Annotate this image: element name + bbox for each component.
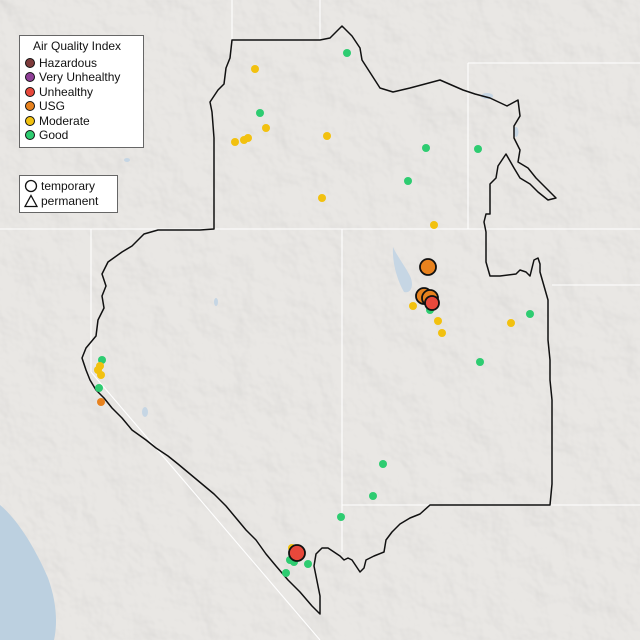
monitor-marker-unhealthy[interactable]	[424, 295, 440, 311]
legend-label: Very Unhealthy	[39, 70, 121, 84]
circle-icon	[24, 179, 38, 193]
aqi-legend-title: Air Quality Index	[33, 39, 122, 53]
aqi-legend: Air Quality Index Hazardous Very Unhealt…	[19, 35, 144, 148]
monitor-marker-moderate[interactable]	[251, 65, 259, 73]
legend-label: Unhealthy	[39, 84, 94, 99]
monitor-marker-unhealthy[interactable]	[288, 544, 306, 562]
region-boundary	[81, 25, 557, 615]
pacific-ocean	[0, 505, 56, 640]
very-unhealthy-swatch	[25, 72, 35, 83]
legend-item-moderate: Moderate	[24, 114, 136, 129]
monitor-marker-moderate[interactable]	[97, 371, 105, 379]
legend-item-permanent: permanent	[24, 194, 110, 209]
legend-label: temporary	[41, 179, 96, 193]
monitor-marker-good[interactable]	[474, 145, 482, 153]
monitor-marker-good[interactable]	[337, 513, 345, 521]
monitor-marker-moderate[interactable]	[262, 124, 270, 132]
unhealthy-swatch	[25, 86, 35, 97]
aqi-markers	[94, 49, 534, 577]
monitor-marker-good[interactable]	[404, 177, 412, 185]
legend-label: Good	[39, 128, 69, 142]
triangle-icon	[24, 193, 38, 208]
monitor-marker-good[interactable]	[95, 384, 103, 392]
legend-item-hazardous: Hazardous	[24, 56, 136, 71]
legend-item-good: Good	[24, 128, 136, 143]
monitor-marker-good[interactable]	[282, 569, 290, 577]
monitor-marker-moderate[interactable]	[434, 317, 442, 325]
monitor-marker-moderate[interactable]	[244, 134, 252, 142]
monitor-marker-moderate[interactable]	[430, 221, 438, 229]
moderate-swatch	[25, 115, 35, 126]
monitor-marker-moderate[interactable]	[409, 302, 417, 310]
monitor-marker-good[interactable]	[379, 460, 387, 468]
monitor-marker-good[interactable]	[476, 358, 484, 366]
monitor-marker-usg[interactable]	[97, 398, 105, 406]
good-swatch	[25, 130, 35, 141]
legend-label: Hazardous	[39, 55, 98, 70]
monitor-marker-good[interactable]	[422, 144, 430, 152]
usg-swatch	[25, 101, 35, 112]
monitor-marker-good[interactable]	[526, 310, 534, 318]
legend-item-temporary: temporary	[24, 179, 110, 194]
hazardous-swatch	[25, 57, 35, 68]
legend-label: permanent	[41, 193, 99, 208]
legend-item-unhealthy: Unhealthy	[24, 85, 136, 100]
monitor-marker-moderate[interactable]	[507, 319, 515, 327]
monitor-marker-good[interactable]	[369, 492, 377, 500]
monitor-marker-moderate[interactable]	[318, 194, 326, 202]
monitor-type-legend: temporary permanent	[19, 175, 118, 213]
legend-item-usg: USG	[24, 99, 136, 114]
monitor-marker-usg[interactable]	[419, 258, 437, 276]
legend-label: Moderate	[39, 113, 90, 128]
monitor-marker-good[interactable]	[304, 560, 312, 568]
legend-item-very-unhealthy: Very Unhealthy	[24, 70, 136, 85]
legend-label: USG	[39, 99, 66, 113]
lakes	[124, 93, 519, 417]
monitor-marker-good[interactable]	[343, 49, 351, 57]
monitor-marker-moderate[interactable]	[231, 138, 239, 146]
monitor-marker-moderate[interactable]	[438, 329, 446, 337]
monitor-marker-moderate[interactable]	[323, 132, 331, 140]
monitor-marker-good[interactable]	[256, 109, 264, 117]
